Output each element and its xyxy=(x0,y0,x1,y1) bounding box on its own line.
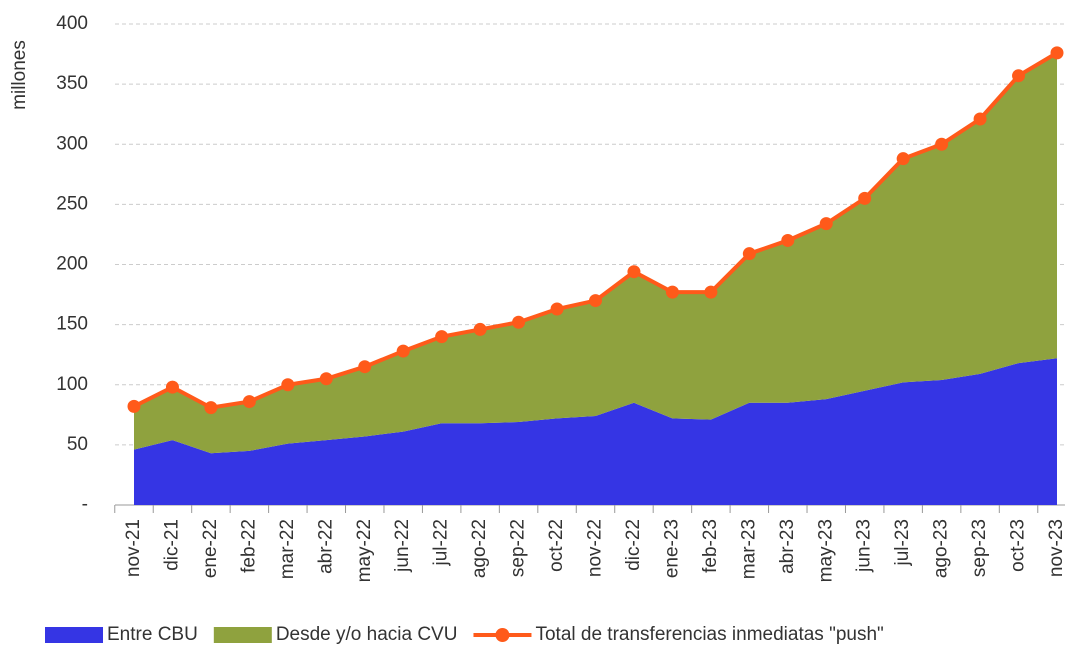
line-point xyxy=(550,302,564,316)
line-point xyxy=(319,372,333,386)
y-tick-label: 250 xyxy=(56,193,88,214)
line-point xyxy=(512,315,526,329)
x-tick-label: sep-23 xyxy=(969,519,990,577)
line-point xyxy=(358,360,372,374)
x-tick-label: may-23 xyxy=(815,519,836,582)
legend-label: Desde y/o hacia CVU xyxy=(276,624,458,645)
x-tick-label: nov-21 xyxy=(123,519,144,577)
line-point xyxy=(473,322,487,336)
line-point xyxy=(781,233,795,247)
y-tick-label: - xyxy=(82,494,88,515)
y-tick-label: 300 xyxy=(56,133,88,154)
line-point xyxy=(973,112,987,126)
x-tick-label: jul-22 xyxy=(431,519,452,566)
line-point xyxy=(589,294,602,308)
line-point xyxy=(704,285,718,299)
legend-swatch xyxy=(495,628,510,642)
x-tick-label: oct-22 xyxy=(546,519,567,572)
x-tick-label: ago-23 xyxy=(931,519,952,578)
x-tick-label: ene-23 xyxy=(661,519,682,578)
x-tick-label: dic-21 xyxy=(161,519,182,571)
y-axis-label: millones xyxy=(9,40,30,110)
x-tick-label: nov-23 xyxy=(1046,519,1067,577)
y-tick-label: 350 xyxy=(56,73,88,94)
x-tick-label: may-22 xyxy=(354,519,375,582)
legend-swatch xyxy=(213,627,272,643)
y-tick-label: 100 xyxy=(56,374,88,395)
legend-label: Total de transferencias inmediatas "push… xyxy=(535,624,883,645)
x-tick-label: jun-23 xyxy=(854,519,875,573)
line-point xyxy=(896,152,910,166)
area xyxy=(134,52,1057,454)
x-tick-label: jun-22 xyxy=(392,519,413,573)
line-point xyxy=(819,217,833,231)
x-tick-label: oct-23 xyxy=(1008,519,1029,572)
line-point xyxy=(627,265,641,279)
line-point xyxy=(281,378,295,392)
y-tick-label: 200 xyxy=(56,254,88,275)
line-point xyxy=(665,285,679,299)
x-tick-label: abr-23 xyxy=(777,519,798,574)
line-point xyxy=(242,395,256,409)
y-tick-label: 50 xyxy=(67,434,88,455)
legend-swatch xyxy=(45,627,103,643)
x-tick-label: sep-22 xyxy=(508,519,529,577)
line-point xyxy=(127,399,141,413)
legend-label: Entre CBU xyxy=(107,624,198,645)
line-point xyxy=(396,344,410,358)
x-tick-label: mar-23 xyxy=(738,519,759,579)
line-point xyxy=(742,247,756,261)
x-tick-label: nov-22 xyxy=(585,519,606,577)
line-point xyxy=(935,137,949,151)
y-tick-label: 150 xyxy=(56,314,88,335)
x-tick-label: feb-23 xyxy=(700,519,721,573)
x-tick-label: mar-22 xyxy=(277,519,298,579)
x-tick-label: dic-22 xyxy=(623,519,644,571)
x-tick-label: ago-22 xyxy=(469,519,490,578)
x-tick-label: abr-22 xyxy=(315,519,336,574)
x-tick-label: ene-22 xyxy=(200,519,221,578)
x-tick-label: jul-23 xyxy=(892,519,913,566)
line-point xyxy=(435,330,449,344)
line-point xyxy=(204,401,218,415)
line-point xyxy=(1012,69,1026,83)
line-point xyxy=(858,191,872,205)
y-tick-label: 400 xyxy=(56,13,88,34)
area xyxy=(134,358,1057,505)
x-tick-label: feb-22 xyxy=(238,519,259,573)
line-point xyxy=(1050,46,1064,60)
line-point xyxy=(165,380,179,394)
